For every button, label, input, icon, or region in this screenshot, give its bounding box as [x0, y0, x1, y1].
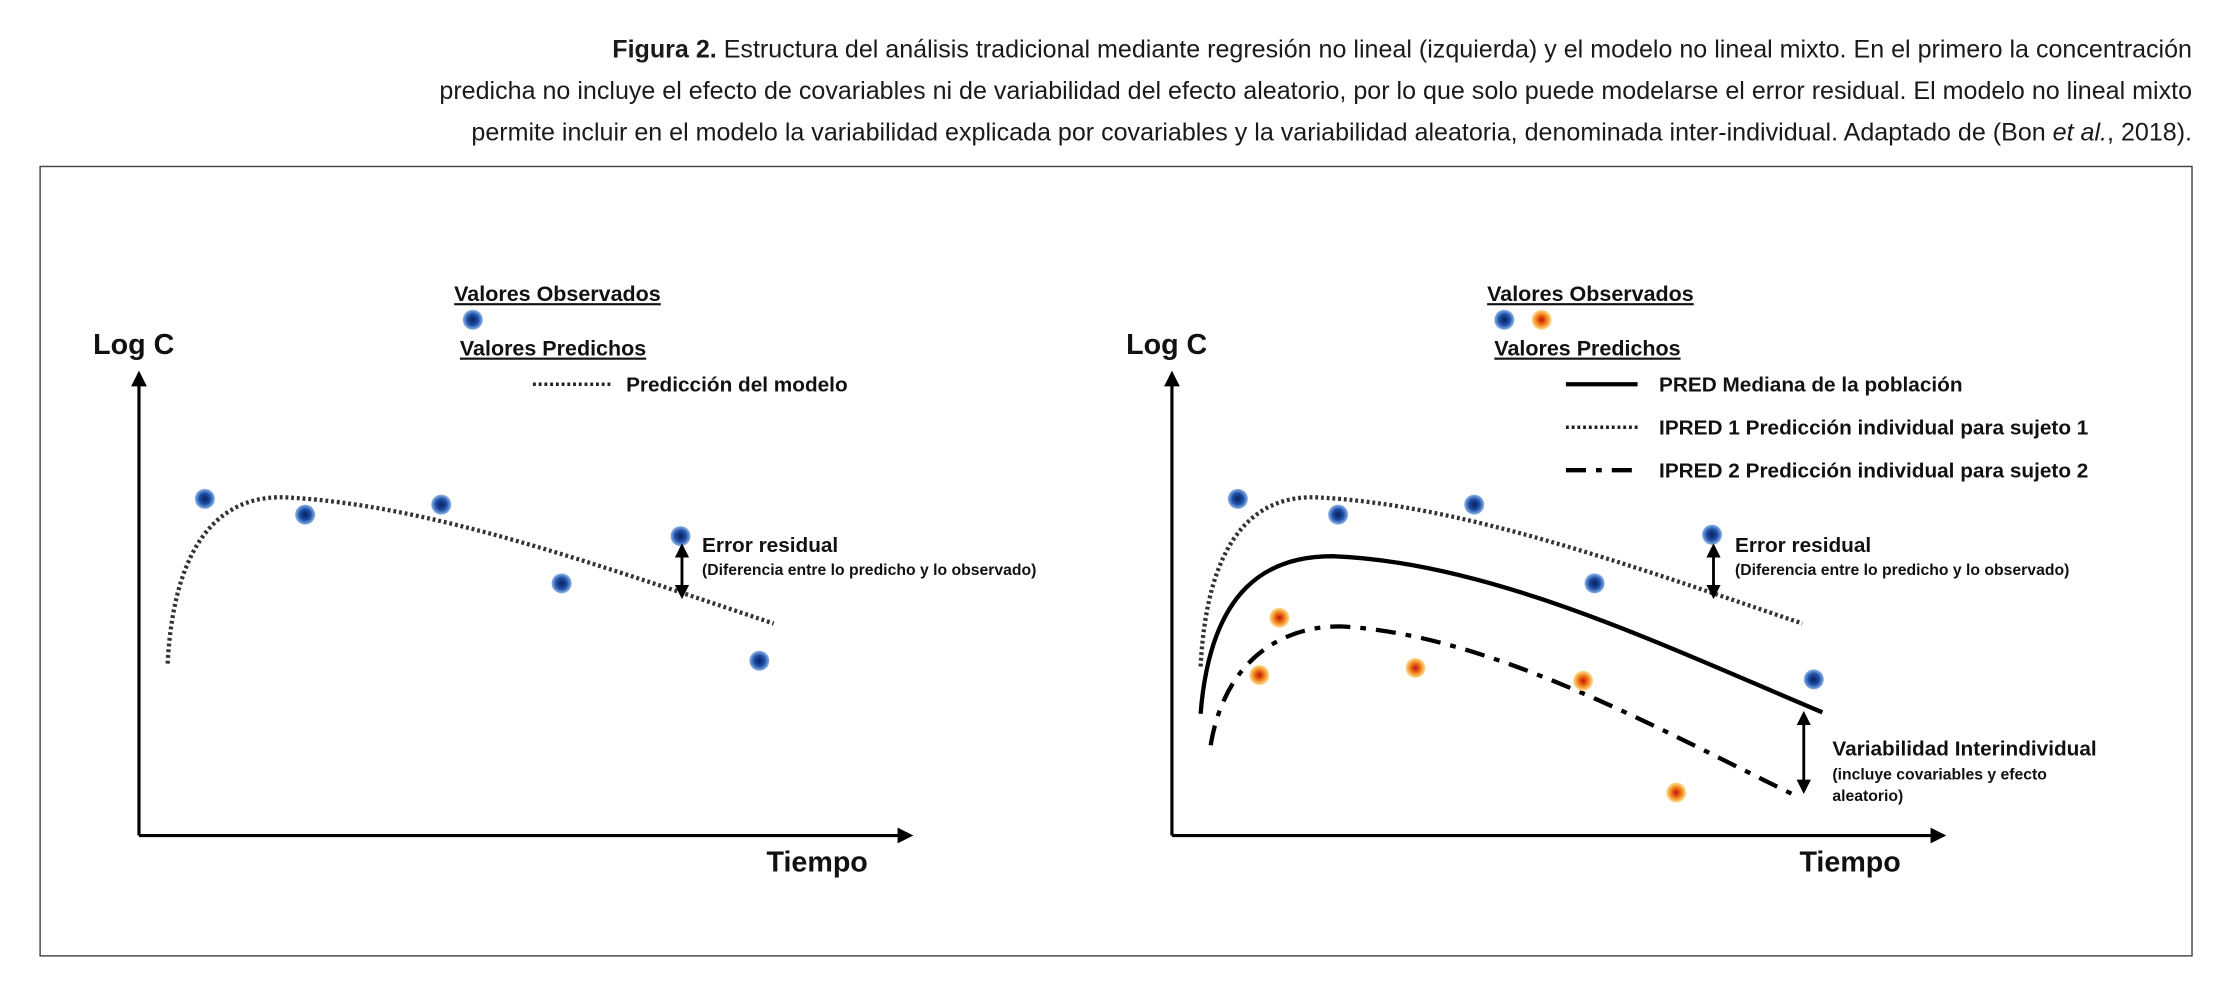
point: [1269, 607, 1290, 628]
point: [551, 573, 572, 594]
point: [1464, 494, 1485, 515]
legend-label: IPRED 2 Predicción individual para sujet…: [1659, 459, 2088, 482]
legend-heading: Valores Predichos: [460, 337, 646, 361]
pred-curve: [1198, 554, 1824, 715]
caption-label: Figura 2.: [612, 36, 716, 64]
point: [1573, 670, 1594, 691]
legend-label: IPRED 1 Predicción individual para sujet…: [1659, 416, 2088, 439]
point: [1249, 665, 1270, 686]
legend-dot: [1531, 309, 1552, 330]
y-axis-label: Log C: [93, 329, 174, 361]
annotation-note: aleatorio): [1832, 788, 1903, 805]
annotation-note: (Diferencia entre lo predicho y lo obser…: [702, 562, 1036, 579]
caption-text: Estructura del análisis tradicional medi…: [724, 36, 2192, 64]
point: [1405, 657, 1426, 678]
left-panel: Log C Tiempo Valores Observados Valores …: [93, 282, 1036, 878]
caption-line: Figura 2. Estructura del análisis tradic…: [612, 36, 2192, 64]
caption-italic: et al.: [2053, 119, 2107, 147]
legend-heading: Valores Observados: [454, 282, 661, 306]
legend-label: PRED Mediana de la población: [1659, 373, 1962, 396]
point: [1584, 573, 1605, 594]
point: [194, 488, 215, 509]
point: [431, 494, 452, 515]
annotation-title: Error residual: [702, 534, 838, 557]
point: [1803, 669, 1824, 690]
legend-dot: [1494, 309, 1515, 330]
caption-line: predicha no incluye el efecto de covaria…: [439, 77, 2192, 105]
point: [1328, 504, 1349, 525]
y-axis-label: Log C: [1126, 329, 1207, 361]
annotation-note: (incluye covariables y efecto: [1832, 767, 2046, 784]
observed-points: [194, 488, 770, 671]
x-axis-label: Tiempo: [1799, 846, 1900, 878]
legend-heading: Valores Observados: [1487, 282, 1694, 306]
ipred1-curve: [1198, 495, 1804, 667]
legend-label: Predicción del modelo: [626, 373, 848, 396]
point: [1666, 782, 1687, 803]
figure-frame: [39, 165, 2193, 957]
point: [295, 504, 316, 525]
point: [1227, 488, 1248, 509]
annotation-title: Variabilidad Interindividual: [1832, 737, 2096, 760]
point: [749, 650, 770, 671]
legend-dot: [462, 309, 483, 330]
legend-heading: Valores Predichos: [1494, 337, 1680, 361]
point: [670, 526, 691, 547]
point: [1702, 524, 1723, 545]
annotation-note: (Diferencia entre lo predicho y lo obser…: [1735, 562, 2069, 579]
annotation-title: Error residual: [1735, 534, 1871, 557]
caption-text: permite incluir en el modelo la variabil…: [471, 119, 2045, 147]
observed-points: [1227, 488, 1824, 803]
caption-line: permite incluir en el modelo la variabil…: [471, 119, 2192, 147]
x-axis-label: Tiempo: [766, 846, 867, 878]
caption-end: , 2018).: [2107, 119, 2192, 147]
ipred2-curve: [1208, 624, 1799, 799]
right-panel: Log C Tiempo Valores Observados Valores …: [1126, 282, 2097, 878]
